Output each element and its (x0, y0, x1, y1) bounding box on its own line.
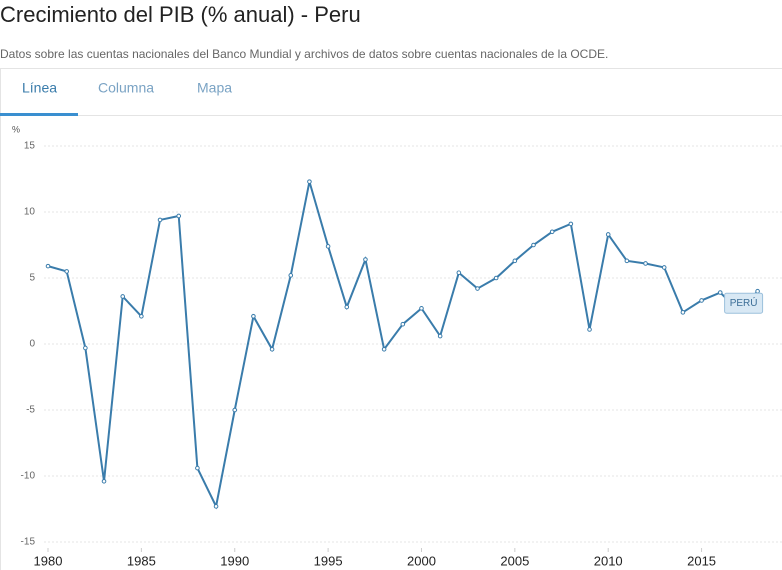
point (680, 310, 686, 315)
point (531, 242, 536, 248)
point (493, 275, 499, 281)
point (64, 269, 69, 274)
point (400, 321, 406, 327)
point (232, 407, 238, 413)
point (549, 229, 555, 235)
point (699, 298, 704, 303)
point (363, 257, 368, 262)
tab-underline (0, 113, 78, 116)
point (344, 304, 350, 310)
x-tick-label: 2015 (687, 553, 716, 568)
point (437, 333, 443, 339)
point (568, 221, 574, 227)
point (195, 465, 200, 471)
point (269, 346, 275, 352)
series-label: PERÚ (730, 296, 758, 309)
page-subtitle: Datos sobre las cuentas nacionales del B… (0, 47, 608, 61)
x-tick-label: 2005 (500, 553, 529, 568)
x-tick-label: 2000 (407, 553, 436, 568)
point (288, 273, 294, 278)
y-tick-label: -15 (21, 537, 36, 548)
chart-panel (0, 68, 782, 570)
point (624, 258, 630, 264)
point (251, 313, 256, 319)
plot: 15 10 5 0 -5 -10 -15 1980 1985 1990 1995 2000 2005 20… (21, 141, 782, 568)
y-tick-label: -5 (26, 405, 35, 416)
y-tick-label: -10 (21, 471, 36, 482)
point (325, 244, 331, 249)
point (176, 213, 182, 219)
x-tick-label: 1980 (34, 553, 63, 568)
point (157, 217, 163, 223)
point (643, 261, 648, 266)
point (512, 258, 518, 264)
point (456, 270, 462, 276)
page-title: Crecimiento del PIB (% anual) - Peru (0, 2, 361, 27)
y-tick-label: 0 (29, 339, 35, 350)
point (661, 265, 667, 270)
x-tick-label: 1990 (220, 553, 249, 568)
point (605, 232, 611, 237)
point (587, 327, 592, 332)
point (101, 478, 107, 484)
point (381, 346, 387, 352)
tab-active[interactable]: Línea (22, 80, 57, 96)
y-tick-label: 5 (29, 273, 35, 284)
y-tick-label: 10 (24, 207, 36, 218)
tab[interactable]: Mapa (197, 80, 232, 96)
point (83, 345, 88, 351)
point (755, 288, 760, 294)
tab[interactable]: Columna (98, 80, 154, 96)
point (45, 263, 51, 269)
x-tick-label: 1995 (314, 553, 343, 568)
point (717, 290, 723, 295)
series-label-box (724, 292, 764, 314)
y-unit: % (12, 124, 20, 134)
point (139, 313, 144, 319)
point (307, 179, 312, 184)
point (419, 306, 424, 311)
point (213, 504, 219, 509)
x-tick-label: 2010 (594, 553, 623, 568)
point (475, 286, 480, 291)
point (120, 294, 126, 299)
y-tick-label: 15 (24, 141, 36, 152)
x-tick-label: 1985 (127, 553, 156, 568)
